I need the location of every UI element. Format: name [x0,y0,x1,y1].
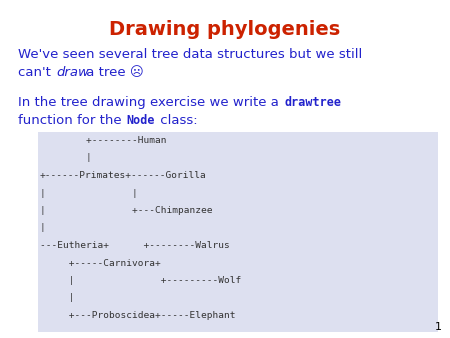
Text: +---Proboscidea+-----Elephant: +---Proboscidea+-----Elephant [40,311,235,320]
Text: ---Eutheria+      +--------Walrus: ---Eutheria+ +--------Walrus [40,241,230,250]
Text: Node: Node [126,114,154,127]
Text: |               |: | | [40,189,138,197]
Text: |               +---------Wolf: | +---------Wolf [40,276,241,285]
Text: Drawing phylogenies: Drawing phylogenies [109,20,341,39]
Text: We've seen several tree data structures but we still: We've seen several tree data structures … [18,48,362,61]
Text: class:: class: [157,114,198,127]
Text: drawtree: drawtree [284,96,342,109]
Text: +--------Human: +--------Human [40,136,166,145]
Text: |: | [40,153,92,163]
Text: |: | [40,223,46,233]
Text: |               +---Chimpanzee: | +---Chimpanzee [40,206,212,215]
FancyBboxPatch shape [38,132,438,332]
Text: +-----Carnivora+: +-----Carnivora+ [40,259,161,267]
Text: a tree ☹: a tree ☹ [82,66,144,79]
Text: 1: 1 [435,322,442,332]
Text: draw: draw [57,66,90,79]
Text: function for the: function for the [18,114,126,127]
Text: +------Primates+------Gorilla: +------Primates+------Gorilla [40,171,207,180]
Text: |: | [40,293,75,303]
Text: can't: can't [18,66,55,79]
Text: In the tree drawing exercise we write a: In the tree drawing exercise we write a [18,96,283,109]
